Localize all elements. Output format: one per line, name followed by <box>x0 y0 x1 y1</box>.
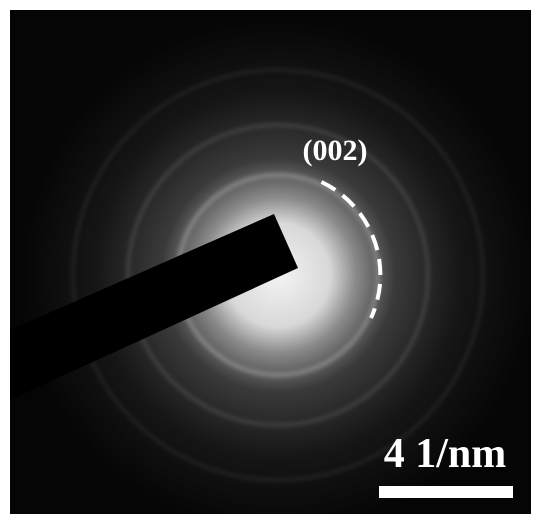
scale-bar <box>379 486 513 498</box>
scale-label: 4 1/nm <box>384 431 507 477</box>
ring-label: (002) <box>303 134 368 167</box>
diffraction-image: (002) 4 1/nm <box>0 0 541 524</box>
